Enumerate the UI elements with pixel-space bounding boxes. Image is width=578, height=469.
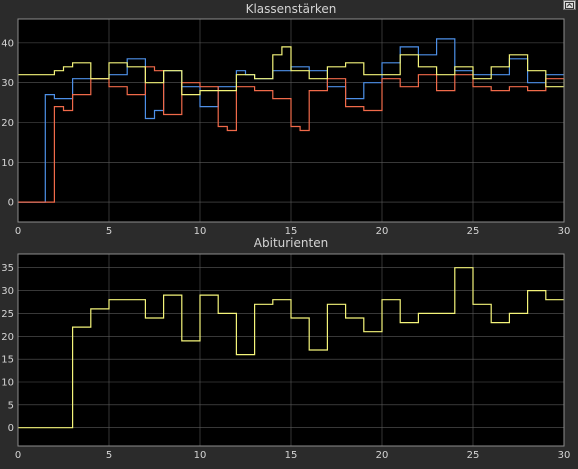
top-chart-title: Klassenstärken [246,2,337,16]
top-series-line-3 [18,46,565,96]
bottom-x-tick-label: 20 [376,450,389,461]
top-x-tick-label: 25 [467,226,480,237]
bottom-x-tick-label: 0 [15,450,21,461]
top-x-tick-label: 30 [558,226,571,237]
top-axes-klassenstaerken: Klassenstärken 0 5 10 15 20 25 30 0 10 20 30 40 [1,2,570,237]
bottom-axes-abiturienten: Abiturienten 0 5 10 15 20 25 30 0 5 10 15 20 25 30 35 [1,236,570,461]
bottom-x-tick-label: 10 [194,450,207,461]
bottom-y-tick-label: 30 [1,286,14,297]
top-y-tick-label: 10 [1,158,14,169]
undock-button[interactable] [563,0,576,10]
bottom-series-line-1 [18,267,564,429]
bottom-x-tick-label: 25 [467,450,480,461]
bottom-x-tick-label: 30 [558,450,571,461]
top-y-tick-label: 40 [1,38,14,49]
bottom-y-tick-label: 35 [1,263,14,274]
bottom-plot-border [17,253,565,447]
bottom-y-tick-label: 5 [8,400,14,411]
top-x-tick-label: 15 [285,226,298,237]
top-x-tick-label: 10 [194,226,207,237]
top-x-tick-label: 5 [106,226,112,237]
bottom-y-tick-label: 10 [1,378,14,389]
top-plot-border [17,18,565,223]
top-y-tick-label: 30 [1,78,14,89]
top-y-tick-label: 0 [8,198,14,209]
bottom-chart-title: Abiturienten [254,236,328,250]
bottom-y-tick-label: 20 [1,332,14,343]
top-series-line-2 [18,66,564,203]
top-x-tick-label: 0 [15,226,21,237]
top-y-tick-label: 20 [1,118,14,129]
bottom-x-tick-label: 15 [285,450,298,461]
bottom-y-tick-label: 25 [1,309,14,320]
top-x-tick-label: 20 [376,226,389,237]
bottom-y-tick-label: 0 [8,423,14,434]
bottom-x-tick-label: 5 [106,450,112,461]
undock-icon [565,1,574,9]
bottom-y-tick-label: 15 [1,355,14,366]
